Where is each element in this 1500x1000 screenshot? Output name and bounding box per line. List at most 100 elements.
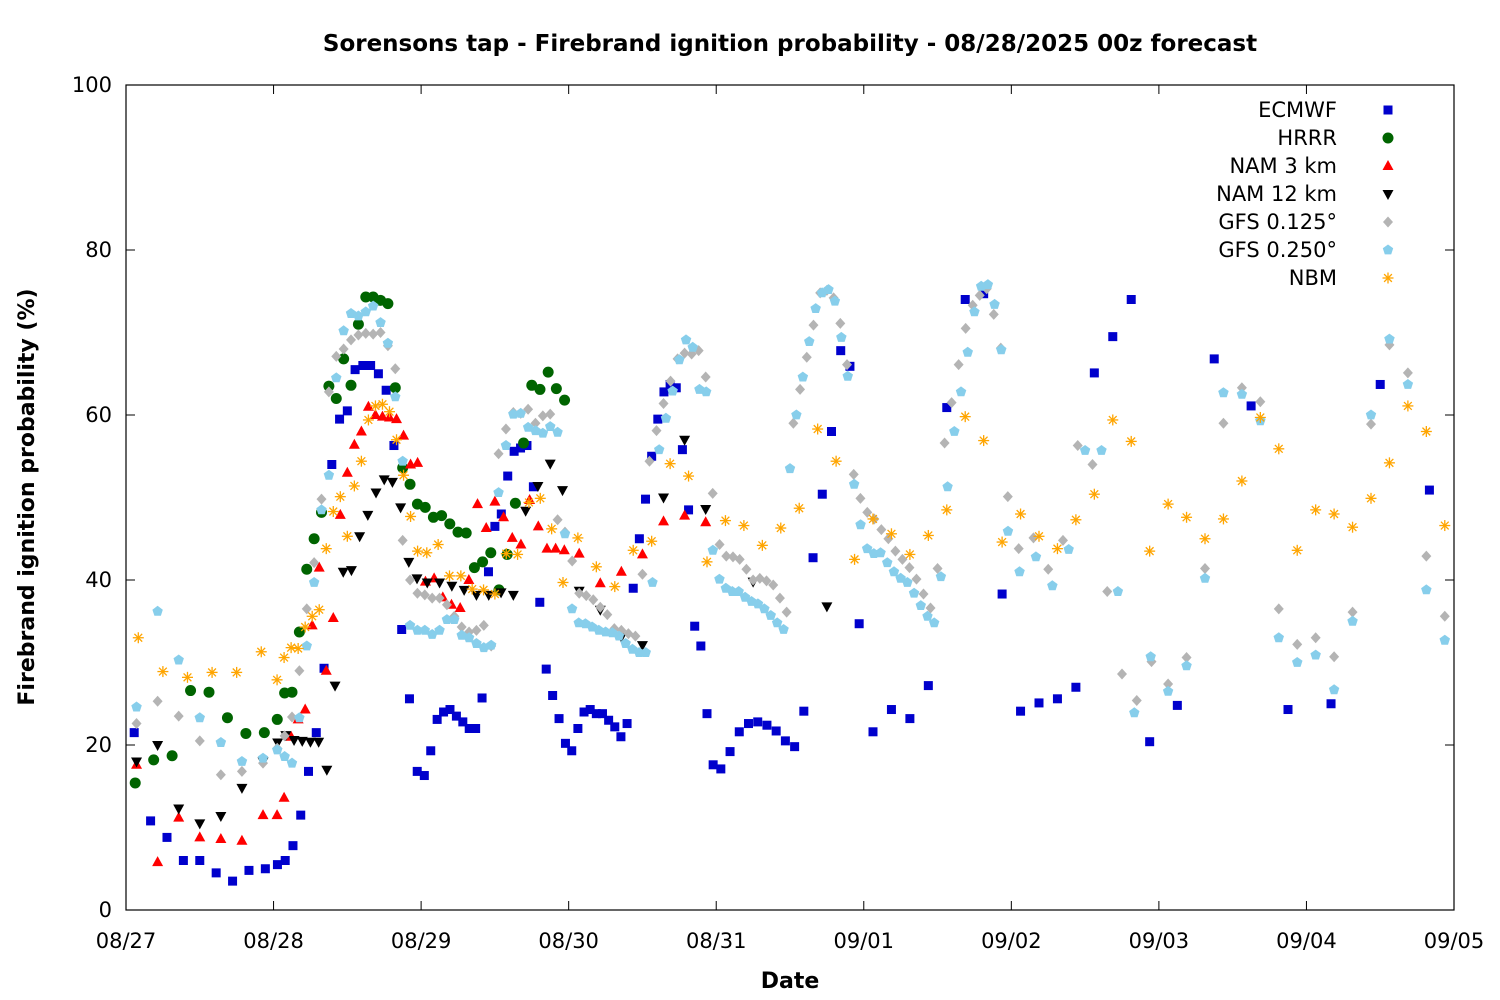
point-gfs-0-250: [908, 587, 920, 598]
point-gfs-0-250: [1365, 409, 1377, 420]
point-ecmwf: [373, 369, 383, 379]
point-gfs-0-250: [855, 519, 866, 530]
point-ecmwf: [753, 717, 763, 727]
point-gfs-0-125: [848, 468, 859, 480]
point-ecmwf: [490, 521, 500, 531]
point-gfs-0-125: [346, 334, 357, 346]
point-gfs-0-250: [316, 504, 327, 515]
asterisk-stroke: [1421, 427, 1431, 436]
point-nbm: [1328, 508, 1340, 520]
point-ecmwf: [641, 494, 651, 504]
point-ecmwf: [585, 705, 595, 715]
point-nbm: [627, 544, 639, 556]
point-nam-12-km: [557, 486, 569, 497]
point-gfs-0-125: [707, 487, 718, 499]
point-gfs-0-250: [1145, 651, 1156, 662]
point-gfs-0-250: [765, 610, 776, 620]
point-nam-12-km: [470, 590, 482, 601]
point-nam-3-km: [489, 495, 501, 506]
legend-marker: [1382, 190, 1394, 200]
point-gfs-0-250: [338, 325, 349, 336]
point-ecmwf: [671, 383, 681, 393]
point-ecmwf: [560, 738, 570, 748]
point-gfs-0-250: [1096, 445, 1107, 455]
point-gfs-0-250: [1079, 445, 1091, 455]
point-nam-12-km: [532, 481, 544, 492]
point-nam-3-km: [173, 811, 185, 822]
asterisk-stroke: [1311, 505, 1321, 515]
point-gfs-0-250: [759, 603, 770, 614]
point-hrrr: [240, 727, 252, 739]
point-gfs-0-125: [1421, 550, 1432, 562]
point-gfs-0-125: [960, 322, 971, 334]
point-gfs-0-250: [1030, 551, 1042, 562]
point-nam-12-km: [194, 819, 206, 830]
point-gfs-0-125: [1131, 694, 1142, 706]
point-gfs-0-125: [721, 550, 732, 562]
point-hrrr: [271, 713, 283, 725]
point-gfs-0-250: [1129, 707, 1140, 718]
point-nam-12-km: [821, 602, 833, 613]
point-gfs-0-125: [1273, 603, 1284, 615]
point-gfs-0-250: [1063, 544, 1074, 554]
asterisk-stroke: [490, 589, 500, 599]
point-nam-12-km: [395, 503, 407, 514]
point-nbm: [959, 411, 971, 423]
point-nbm: [1347, 521, 1359, 533]
point-gfs-0-125: [1218, 417, 1229, 429]
point-nbm: [830, 455, 842, 467]
point-gfs-0-125: [953, 359, 964, 371]
point-nam-3-km: [636, 548, 648, 559]
x-tick-label: 08/31: [686, 929, 747, 953]
point-gfs-0-250: [286, 757, 298, 768]
asterisk-stroke: [272, 675, 282, 685]
asterisk-stroke: [456, 571, 466, 581]
x-tick-label: 08/29: [391, 929, 452, 953]
point-ecmwf: [610, 722, 620, 732]
point-ecmwf: [634, 534, 644, 544]
legend-label: NAM 12 km: [1216, 182, 1337, 206]
asterisk-stroke: [1071, 515, 1081, 525]
y-tick-label: 80: [85, 238, 112, 262]
point-gfs-0-250: [486, 639, 497, 650]
point-gfs-0-125: [637, 568, 648, 580]
point-gfs-0-250: [714, 573, 725, 584]
legend-marker: [1382, 132, 1394, 144]
point-gfs-0-250: [1310, 649, 1321, 660]
point-gfs-0-125: [651, 425, 662, 437]
point-gfs-0-250: [848, 478, 860, 489]
point-gfs-0-125: [911, 573, 922, 585]
legend: ECMWF HRRR NAM 3 km NAM 12 km GFS 0.125° GFS …: [1216, 98, 1394, 290]
point-gfs-0-125: [1013, 543, 1024, 555]
legend-marker: [1382, 244, 1394, 255]
point-nbm: [590, 561, 602, 573]
point-hrrr: [352, 318, 364, 330]
point-ecmwf: [1209, 354, 1219, 364]
point-ecmwf: [419, 771, 429, 781]
point-hrrr: [452, 526, 464, 538]
point-nam-3-km: [573, 547, 585, 558]
point-gfs-0-250: [1292, 657, 1303, 667]
point-gfs-0-250: [797, 371, 809, 382]
point-nam-12-km: [446, 581, 458, 592]
point-nbm: [181, 671, 193, 683]
point-nbm: [738, 520, 750, 532]
point-ecmwf: [762, 720, 772, 730]
asterisk-stroke: [1292, 545, 1302, 555]
point-nam-12-km: [215, 811, 227, 822]
asterisk-stroke: [413, 546, 422, 556]
point-ecmwf: [696, 641, 706, 651]
x-tick-label: 09/05: [1424, 929, 1485, 953]
point-nbm: [609, 581, 621, 593]
point-nam-12-km: [296, 736, 308, 747]
point-gfs-0-125: [131, 718, 142, 730]
asterisk-stroke: [960, 412, 970, 421]
point-ecmwf: [684, 505, 694, 515]
point-gfs-0-125: [988, 308, 999, 320]
point-gfs-0-125: [842, 359, 853, 371]
point-gfs-0-250: [236, 756, 248, 766]
point-nbm: [922, 529, 934, 541]
point-ecmwf: [622, 719, 632, 729]
point-nbm: [348, 480, 360, 492]
